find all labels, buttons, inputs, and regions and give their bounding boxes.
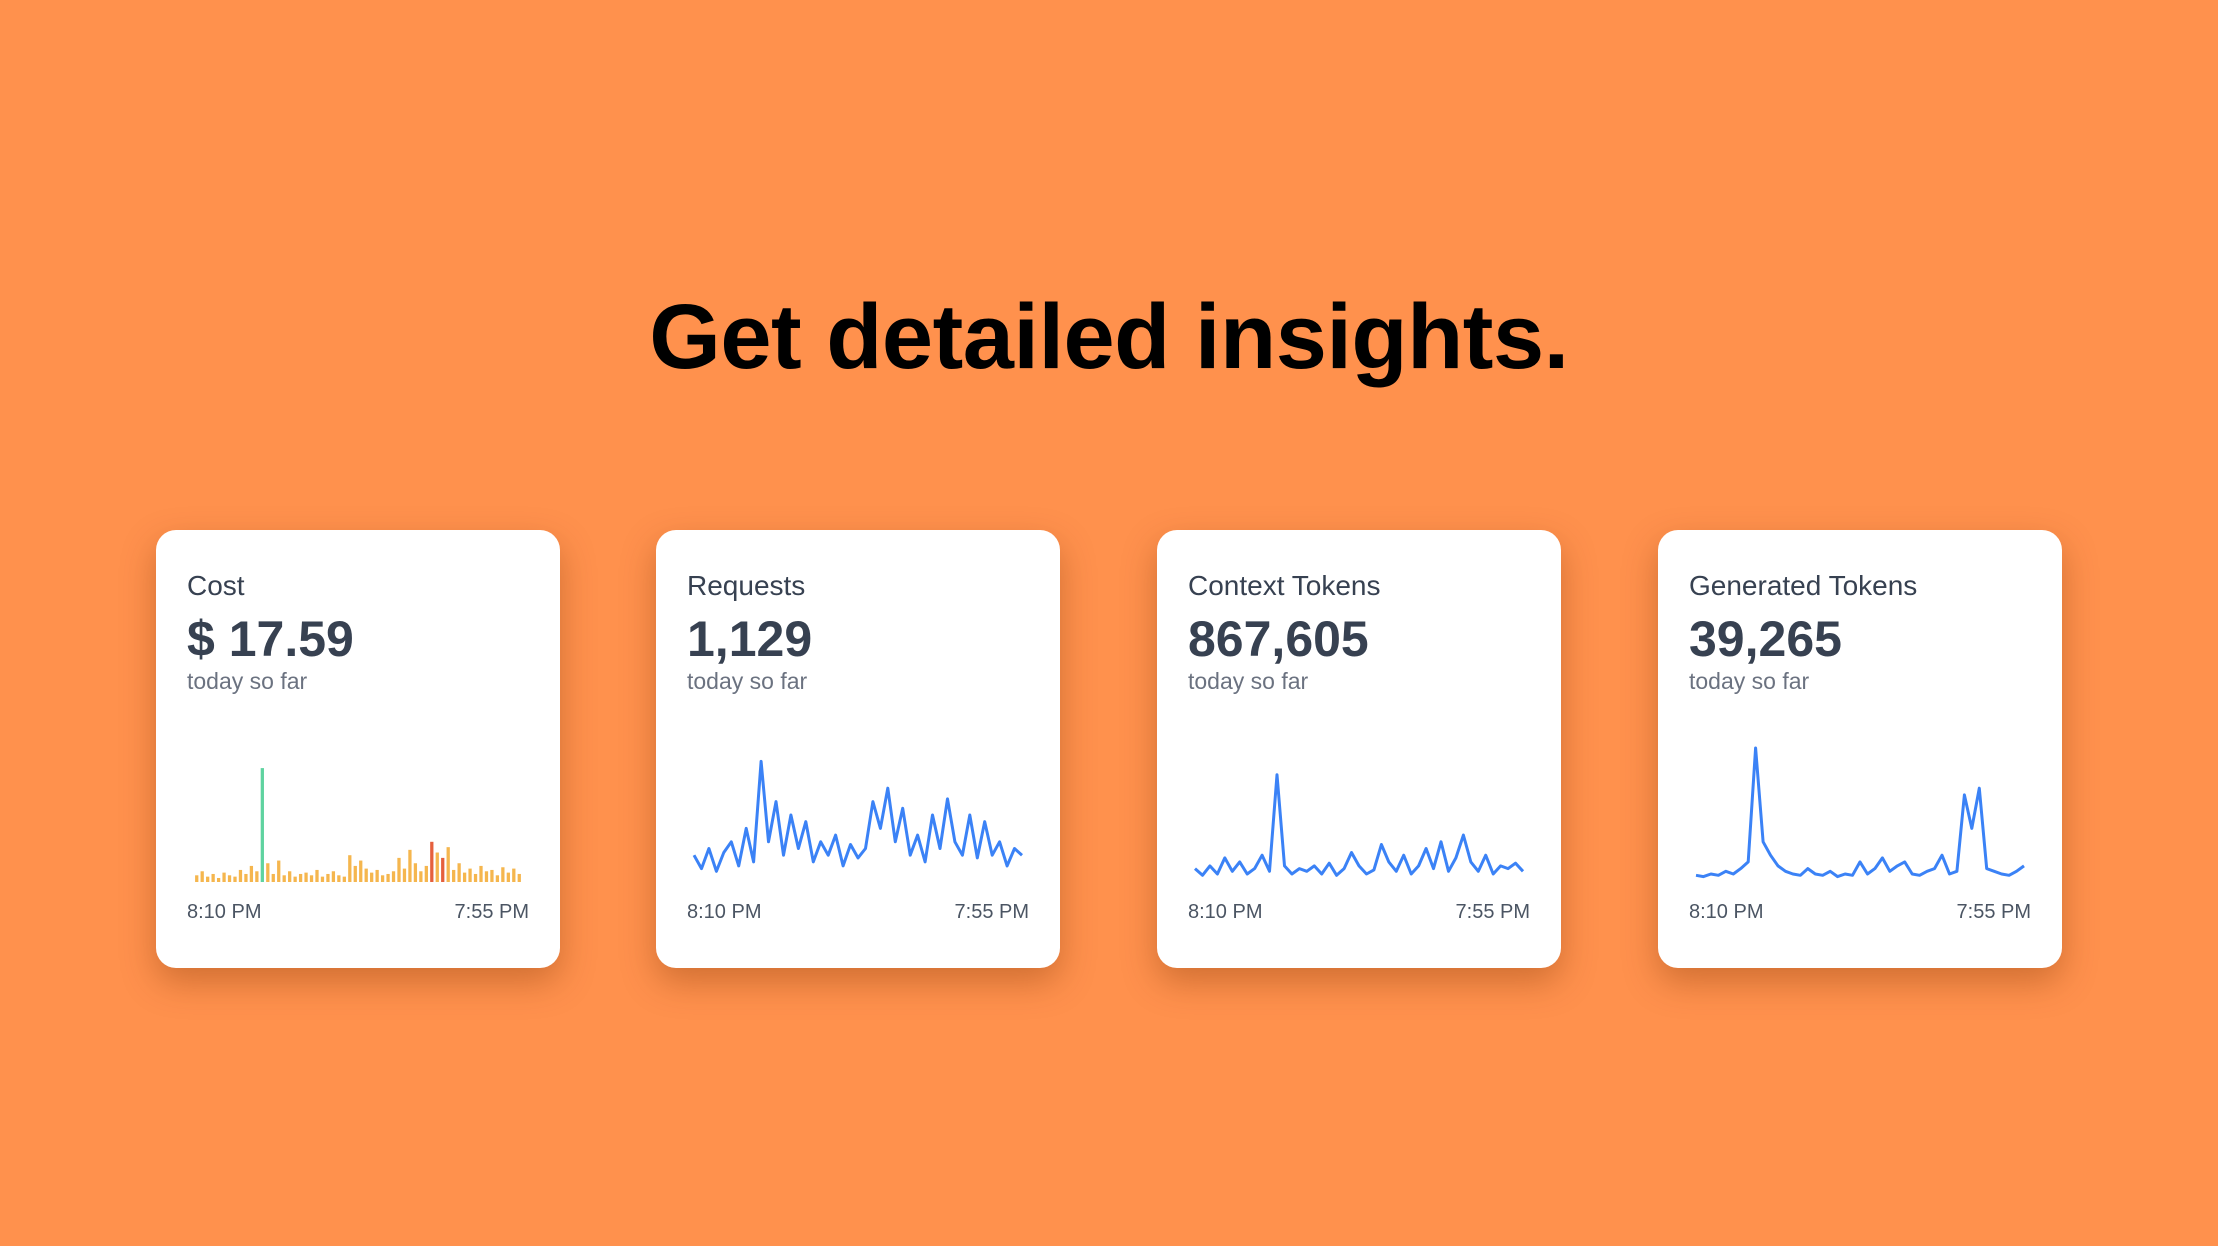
- stat-card: Cost $ 17.59 today so far 8:10 PM 7:55 PM: [156, 530, 560, 968]
- bar: [227, 875, 232, 882]
- card-label: Cost: [187, 570, 245, 601]
- bar: [370, 872, 374, 882]
- bar: [446, 847, 450, 882]
- bar: [266, 863, 270, 882]
- bar: [271, 873, 275, 882]
- bar: [501, 867, 505, 882]
- bar: [413, 863, 418, 882]
- card-note: today so far: [1188, 668, 1309, 694]
- bar: [353, 865, 357, 882]
- bar: [288, 871, 292, 882]
- x-label: 7:55 PM: [955, 901, 1029, 923]
- bar: [397, 857, 401, 882]
- bar: [435, 852, 439, 882]
- bar: [326, 873, 330, 882]
- bar: [249, 865, 254, 882]
- bar: [260, 768, 264, 882]
- bar: [298, 873, 303, 882]
- line: [1695, 746, 2025, 879]
- card-label: Requests: [687, 570, 806, 601]
- sparkline: 8:10 PM 7:55 PM: [1188, 773, 1530, 923]
- bar: [359, 860, 363, 882]
- bar: [495, 875, 500, 882]
- x-label: 7:55 PM: [1456, 901, 1530, 923]
- card-value: 867,605: [1188, 611, 1369, 667]
- bar: [468, 868, 472, 882]
- card-note: today so far: [1689, 668, 1810, 694]
- card-note: today so far: [687, 668, 808, 694]
- bar: [331, 871, 336, 882]
- line: [1194, 773, 1525, 877]
- bar: [490, 869, 494, 882]
- bar: [402, 868, 407, 882]
- bar: [419, 871, 423, 882]
- bar: [424, 865, 428, 882]
- bar: [441, 857, 445, 882]
- stat-card: Generated Tokens 39,265 today so far 8:10 P…: [1658, 530, 2062, 968]
- bar: [430, 841, 434, 882]
- bar: [244, 873, 248, 882]
- x-label: 7:55 PM: [1957, 901, 2031, 923]
- card-value: 1,129: [687, 611, 813, 667]
- card-note: today so far: [187, 668, 308, 694]
- bar: [452, 869, 456, 882]
- bar: [238, 869, 243, 882]
- headline: Get detailed insights.: [649, 286, 1569, 388]
- bar: [309, 875, 314, 882]
- bar: [206, 876, 210, 882]
- bar: [216, 877, 221, 882]
- stat-card: Context Tokens 867,605 today so far 8:10 PM…: [1157, 530, 1561, 968]
- bar: [391, 871, 396, 882]
- bar: [342, 876, 346, 882]
- bar: [517, 873, 521, 882]
- bar: [479, 865, 483, 882]
- sparkline: 8:10 PM 7:55 PM: [187, 768, 529, 923]
- sparkline: 8:10 PM 7:55 PM: [1689, 746, 2031, 923]
- line: [692, 759, 1023, 873]
- stat-card: Requests 1,129 today so far 8:10 PM 7:55 PM: [656, 530, 1060, 968]
- x-label: 7:55 PM: [455, 901, 529, 923]
- x-label: 8:10 PM: [1689, 901, 1763, 923]
- bar: [255, 871, 259, 882]
- bar: [233, 876, 237, 882]
- bar: [364, 868, 368, 882]
- bar: [195, 875, 199, 882]
- bar: [375, 869, 379, 882]
- bar: [512, 868, 516, 882]
- bar: [473, 873, 478, 882]
- bar: [211, 873, 215, 882]
- card-label: Context Tokens: [1188, 570, 1381, 601]
- bar: [457, 863, 461, 882]
- bar: [348, 855, 352, 882]
- bar: [282, 875, 286, 882]
- bar: [200, 871, 204, 882]
- card-value: 39,265: [1689, 611, 1842, 667]
- bar: [222, 872, 226, 882]
- bar: [315, 869, 319, 882]
- x-label: 8:10 PM: [187, 901, 261, 923]
- bar: [484, 871, 489, 882]
- x-label: 8:10 PM: [1188, 901, 1262, 923]
- bar: [277, 860, 281, 882]
- bar: [506, 872, 510, 882]
- bar: [337, 875, 341, 882]
- card-label: Generated Tokens: [1689, 570, 1918, 601]
- bar: [408, 849, 412, 882]
- bar: [386, 873, 390, 882]
- bar: [320, 876, 325, 882]
- bar: [380, 875, 385, 882]
- bar: [304, 872, 308, 882]
- sparkline: 8:10 PM 7:55 PM: [687, 759, 1029, 923]
- card-value: $ 17.59: [187, 611, 354, 667]
- x-label: 8:10 PM: [687, 901, 761, 923]
- bar: [293, 876, 297, 882]
- bar: [462, 872, 467, 882]
